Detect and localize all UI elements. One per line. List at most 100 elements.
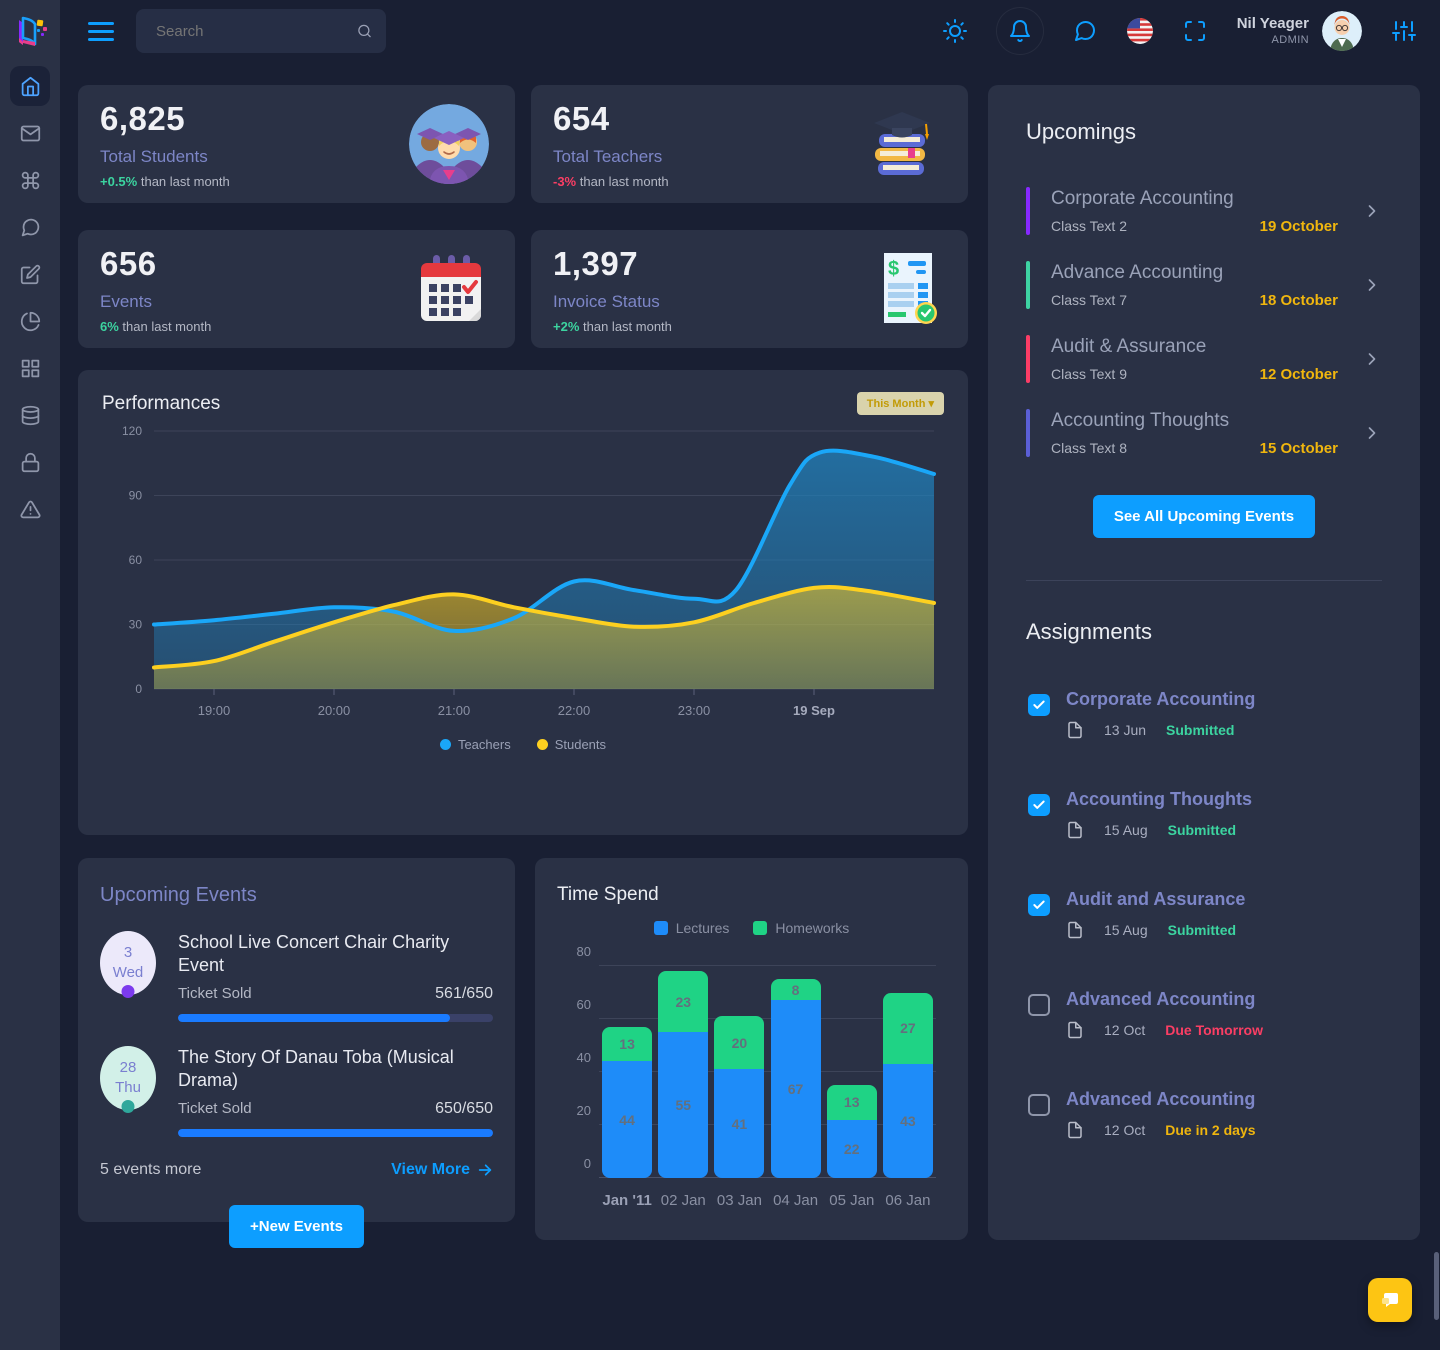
- sidebar-item-reports[interactable]: [10, 301, 50, 341]
- sidebar-item-alerts[interactable]: [10, 489, 50, 529]
- sidebar-item-mail[interactable]: [10, 113, 50, 153]
- assignment-checkbox[interactable]: [1028, 894, 1050, 916]
- language-us-flag-icon[interactable]: [1126, 18, 1153, 44]
- upcomings-title: Upcomings: [1026, 119, 1137, 144]
- upcoming-item[interactable]: Audit & Assurance Class Text 9 12 Octobe…: [1026, 335, 1382, 383]
- sidebar-item-compose[interactable]: [10, 254, 50, 294]
- see-all-upcoming-events-button[interactable]: See All Upcoming Events: [1092, 495, 1316, 538]
- chevron-right-icon[interactable]: [1362, 423, 1382, 443]
- svg-text:0: 0: [135, 682, 142, 696]
- upcoming-events-title: Upcoming Events: [100, 884, 257, 906]
- time-spend-bar-chart: 0 20 40 60 80 13 44 23 55 20 41 8 67 13 22 27 43: [563, 944, 936, 1178]
- legend-teachers: Teachers: [457, 737, 511, 752]
- assignment-title: Audit and Assurance: [1066, 889, 1246, 909]
- stat-delta-text: +2% than last month: [553, 318, 672, 334]
- month-filter-dropdown[interactable]: This Month ▾: [856, 392, 944, 415]
- assignment-row: Advanced Accounting 12 Oct Due Tomorrow: [1026, 989, 1382, 1039]
- upcoming-item-date: 15 October: [1259, 439, 1338, 457]
- chevron-right-icon[interactable]: [1362, 349, 1382, 369]
- time-spend-panel: Time Spend Lectures Homeworks 0 20 40 60 80 1…: [535, 858, 968, 1240]
- assignment-status: Due in 2 days: [1165, 1122, 1256, 1138]
- event-date-badge: 28 Thu: [100, 1046, 156, 1113]
- arrow-right-icon: [478, 1164, 492, 1176]
- theme-sun-icon[interactable]: [942, 19, 967, 43]
- svg-text:$: $: [888, 258, 899, 280]
- search-input[interactable]: [154, 21, 357, 41]
- upcoming-item[interactable]: Accounting Thoughts Class Text 8 15 Octo…: [1026, 409, 1382, 457]
- ticket-progress-fill: [178, 1014, 450, 1022]
- event-row[interactable]: 3 Wed School Live Concert Chair Charity …: [100, 931, 493, 1022]
- chevron-right-icon[interactable]: [1362, 275, 1382, 295]
- sidebar-nav: [10, 66, 50, 529]
- pdf-file-icon: [1068, 1121, 1082, 1139]
- accent-bar: [1026, 187, 1030, 235]
- stat-card-invoice-status: 1,397 Invoice Status +2% than last month…: [531, 230, 968, 348]
- assignment-status: Submitted: [1167, 922, 1237, 938]
- logo-icon: [19, 16, 47, 46]
- upcoming-item-title: Accounting Thoughts: [1051, 409, 1230, 431]
- svg-text:21:00: 21:00: [438, 703, 471, 718]
- grid-icon: [21, 359, 39, 377]
- pie-chart-icon: [20, 311, 40, 331]
- view-more-link[interactable]: View More: [391, 1161, 493, 1179]
- pdf-file-icon: [1068, 921, 1082, 939]
- ticket-sold-value: 561/650: [435, 985, 493, 1002]
- stacked-bar: 23 55: [658, 971, 709, 1178]
- graduates-illustration: [409, 104, 489, 184]
- sliders-icon[interactable]: [1392, 19, 1416, 43]
- legend-students: Students: [554, 737, 607, 752]
- lock-icon: [21, 452, 39, 472]
- stacked-bar: 20 41: [714, 1016, 765, 1178]
- assignment-checkbox[interactable]: [1028, 694, 1050, 716]
- new-events-button[interactable]: +New Events: [229, 1205, 364, 1248]
- bar-x-label: 06 Jan: [885, 1192, 931, 1209]
- accent-bar: [1026, 261, 1030, 309]
- calendar-illustration: [421, 255, 481, 321]
- svg-text:60: 60: [129, 553, 143, 567]
- menu-toggle-icon[interactable]: [88, 21, 114, 41]
- svg-text:22:00: 22:00: [558, 703, 591, 718]
- sidebar-item-chat[interactable]: [10, 207, 50, 247]
- assignment-title: Corporate Accounting: [1066, 689, 1256, 709]
- scrollbar-thumb[interactable]: [1434, 1252, 1439, 1320]
- assignment-row: Accounting Thoughts 15 Aug Submitted: [1026, 789, 1382, 839]
- app-logo[interactable]: [0, 0, 60, 62]
- assignment-status: Submitted: [1166, 722, 1235, 738]
- svg-text:120: 120: [122, 424, 142, 438]
- sidebar-item-widgets[interactable]: [10, 348, 50, 388]
- assignment-title: Accounting Thoughts: [1066, 789, 1252, 809]
- sidebar-item-apps[interactable]: [10, 160, 50, 200]
- chevron-right-icon[interactable]: [1362, 201, 1382, 221]
- stat-delta-text: 6% than last month: [100, 318, 212, 334]
- assignments-title: Assignments: [1026, 619, 1152, 644]
- assignment-checkbox[interactable]: [1028, 994, 1050, 1016]
- stat-label: Invoice Status: [553, 291, 660, 311]
- event-row[interactable]: 28 Thu The Story Of Danau Toba (Musical …: [100, 1046, 493, 1137]
- notifications-button[interactable]: [997, 8, 1043, 54]
- bell-icon: [1009, 20, 1030, 42]
- assignment-date: 12 Oct: [1104, 1122, 1146, 1138]
- sidebar-item-security[interactable]: [10, 442, 50, 482]
- time-spend-title: Time Spend: [557, 884, 659, 905]
- messages-icon[interactable]: [1073, 19, 1097, 43]
- assignment-checkbox[interactable]: [1028, 1094, 1050, 1116]
- fullscreen-icon[interactable]: [1183, 19, 1207, 43]
- upcoming-item[interactable]: Advance Accounting Class Text 7 18 Octob…: [1026, 261, 1382, 309]
- avatar[interactable]: [1322, 11, 1362, 51]
- upcoming-item[interactable]: Corporate Accounting Class Text 2 19 Oct…: [1026, 187, 1382, 235]
- pdf-file-icon: [1068, 1021, 1082, 1039]
- event-title: School Live Concert Chair Charity Event: [178, 932, 450, 975]
- home-icon: [21, 76, 39, 96]
- ticket-progress-track: [178, 1014, 493, 1022]
- stat-label: Total Teachers: [553, 146, 663, 166]
- stat-value: 1,397: [553, 244, 639, 282]
- chat-fab-button[interactable]: [1368, 1278, 1412, 1322]
- sidebar-item-home[interactable]: [10, 66, 50, 106]
- assignment-date: 12 Oct: [1104, 1022, 1146, 1038]
- sidebar-item-database[interactable]: [10, 395, 50, 435]
- assignment-date: 15 Aug: [1104, 822, 1148, 838]
- search-box: [136, 9, 386, 53]
- search-icon[interactable]: [357, 22, 372, 40]
- assignment-checkbox[interactable]: [1028, 794, 1050, 816]
- user-menu[interactable]: Nil Yeager ADMIN: [1237, 11, 1362, 51]
